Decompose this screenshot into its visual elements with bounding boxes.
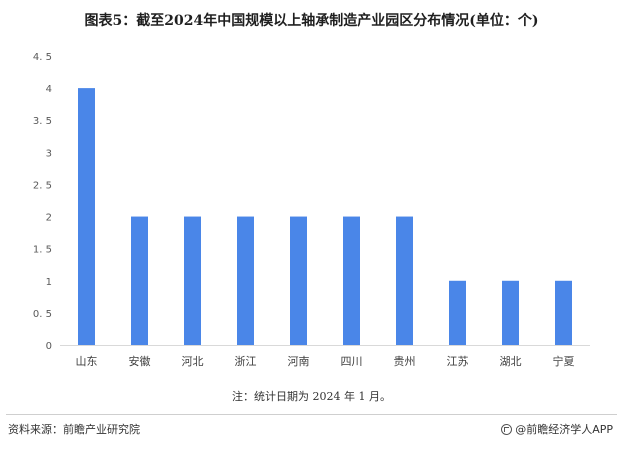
bar-1 — [131, 216, 148, 345]
x-tick-label: 宁夏 — [553, 354, 575, 368]
bar-0 — [78, 88, 95, 345]
bar-8 — [502, 280, 519, 345]
x-tick-label: 贵州 — [394, 355, 416, 368]
y-tick-label: 0 — [46, 341, 52, 352]
y-tick-label: 2 — [46, 213, 52, 224]
y-axis-ticks: 0 0. 5 1 1. 5 2 2. 5 3 3. 5 4 4. 5 — [33, 52, 52, 352]
x-tick-label: 江苏 — [447, 355, 469, 368]
y-tick-label: 4. 5 — [33, 52, 52, 63]
footer-divider — [6, 414, 617, 415]
bar-6 — [396, 216, 413, 345]
y-tick-label: 3 — [46, 148, 52, 159]
x-tick-label: 河南 — [288, 355, 310, 368]
bar-2 — [184, 216, 201, 345]
bar-3 — [237, 216, 254, 345]
bar-4 — [290, 216, 307, 345]
bar-9 — [555, 280, 572, 345]
y-tick-label: 3. 5 — [33, 116, 52, 127]
brand-credit: @前瞻经济学人APP — [501, 421, 613, 437]
x-tick-label: 湖北 — [500, 355, 522, 368]
y-tick-label: 0. 5 — [33, 309, 52, 320]
brand-logo-icon — [501, 423, 513, 435]
bars — [78, 88, 572, 345]
chart-title: 图表5：截至2024年中国规模以上轴承制造产业园区分布情况(单位：个) — [84, 13, 539, 29]
x-tick-label: 浙江 — [235, 355, 257, 368]
y-tick-label: 1 — [46, 277, 52, 288]
y-tick-label: 4 — [46, 84, 52, 95]
x-tick-label: 四川 — [341, 355, 363, 368]
x-tick-label: 河北 — [182, 355, 204, 368]
brand-text: @前瞻经济学人APP — [515, 423, 613, 436]
chart-note: 注：统计日期为 2024 年 1 月。 — [232, 390, 391, 403]
y-tick-label: 2. 5 — [33, 180, 52, 191]
x-axis-labels: 山东 安徽 河北 浙江 河南 四川 贵州 江苏 湖北 宁夏 — [76, 354, 575, 368]
x-tick-label: 山东 — [76, 355, 98, 368]
bar-7 — [449, 280, 466, 345]
bar-5 — [343, 216, 360, 345]
y-tick-label: 1. 5 — [33, 245, 52, 256]
x-tick-label: 安徽 — [129, 354, 151, 368]
source-label: 资料来源：前瞻产业研究院 — [8, 423, 140, 436]
